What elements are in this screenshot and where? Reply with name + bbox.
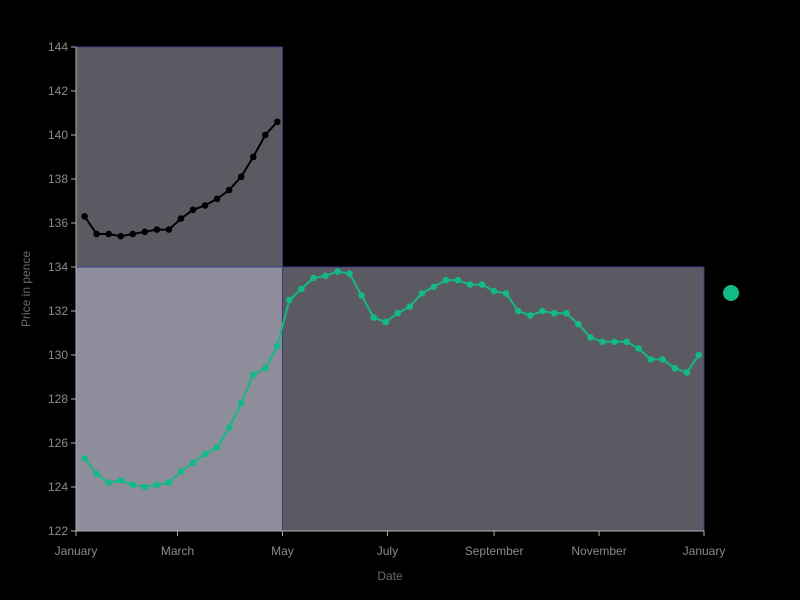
data-point: [141, 483, 149, 491]
x-tick-label: November: [571, 544, 626, 558]
data-point: [286, 296, 293, 304]
data-point: [418, 290, 426, 297]
data-point: [358, 292, 365, 299]
data-point: [551, 309, 558, 317]
x-tick-label: July: [377, 544, 398, 558]
data-point: [575, 320, 582, 328]
series-lines: [81, 118, 703, 491]
data-point: [201, 450, 209, 458]
y-tick-label: 138: [48, 172, 68, 186]
data-point: [478, 281, 486, 288]
data-point: [430, 283, 438, 291]
data-point: [466, 281, 474, 288]
shaded-region-1: [75, 266, 283, 532]
data-point: [514, 307, 522, 315]
data-point: [298, 285, 305, 293]
data-point: [538, 307, 546, 315]
x-tick-label: May: [271, 544, 294, 558]
x-tick-label: January: [55, 544, 98, 558]
data-point: [165, 226, 173, 233]
x-tick-label: March: [161, 544, 194, 558]
shaded-region-0: [75, 46, 283, 268]
data-point: [237, 173, 245, 181]
data-point: [611, 338, 618, 346]
data-point: [587, 334, 594, 341]
data-point: [310, 274, 317, 282]
y-tick-label: 124: [48, 480, 68, 494]
y-tick-label: 140: [48, 128, 68, 142]
data-point: [490, 287, 498, 295]
data-point: [117, 232, 125, 240]
y-tick-label: 142: [48, 84, 68, 98]
data-point: [671, 364, 679, 372]
data-point: [93, 230, 100, 238]
data-point: [249, 371, 257, 379]
data-point: [695, 351, 703, 359]
data-point: [334, 268, 341, 275]
data-point: [274, 118, 281, 126]
data-point: [346, 270, 353, 277]
data-point: [406, 303, 414, 310]
data-point: [442, 276, 450, 284]
data-point: [189, 459, 197, 467]
data-point: [201, 202, 209, 209]
data-point: [129, 230, 137, 238]
data-point: [659, 356, 667, 363]
data-point: [81, 455, 88, 462]
data-point: [177, 468, 185, 475]
y-tick-label: 136: [48, 216, 68, 230]
shaded-regions: [75, 46, 705, 532]
data-point: [382, 318, 389, 326]
data-point: [225, 186, 233, 194]
data-point: [165, 479, 173, 486]
x-tick-label: January: [683, 544, 726, 558]
data-point: [129, 481, 137, 489]
data-point: [177, 215, 185, 222]
x-tick-label: September: [465, 544, 524, 558]
y-tick-label: 132: [48, 304, 68, 318]
y-tick-label: 134: [48, 260, 68, 274]
y-axis-title: Price in pence: [19, 251, 33, 327]
data-point: [105, 479, 112, 486]
data-point: [394, 309, 402, 317]
data-point: [274, 342, 281, 350]
data-point: [563, 309, 570, 317]
y-tick-label: 144: [48, 40, 68, 54]
data-point: [322, 272, 329, 280]
shaded-region-2: [281, 266, 705, 532]
data-point: [599, 338, 606, 346]
y-tick-label: 122: [48, 524, 68, 538]
y-tick-label: 126: [48, 436, 68, 450]
data-point: [189, 206, 197, 214]
data-point: [213, 444, 221, 451]
data-point: [117, 477, 125, 484]
data-point: [454, 276, 462, 284]
data-point: [635, 345, 642, 352]
data-point: [249, 153, 257, 161]
data-point: [105, 230, 112, 238]
data-point: [153, 226, 161, 233]
series-line-1: [83, 270, 700, 489]
y-tick-label: 130: [48, 348, 68, 362]
data-point: [237, 400, 245, 407]
data-point: [370, 314, 377, 321]
legend-marker: [723, 285, 739, 301]
data-point: [153, 481, 161, 489]
data-point: [93, 470, 100, 478]
data-point: [225, 424, 233, 431]
data-point: [81, 213, 88, 220]
data-point: [647, 356, 654, 363]
data-point: [261, 131, 269, 139]
y-tick-label: 128: [48, 392, 68, 406]
x-axis-title: Date: [377, 569, 403, 583]
data-point: [213, 195, 221, 203]
data-point: [141, 228, 149, 236]
data-point: [623, 338, 630, 346]
axes: 122 124 126 128 130 132 134 136 138 140 142 144 Janu…: [48, 40, 725, 558]
data-point: [502, 290, 510, 297]
data-point: [683, 369, 691, 376]
data-point: [261, 364, 269, 372]
data-point: [526, 312, 534, 319]
